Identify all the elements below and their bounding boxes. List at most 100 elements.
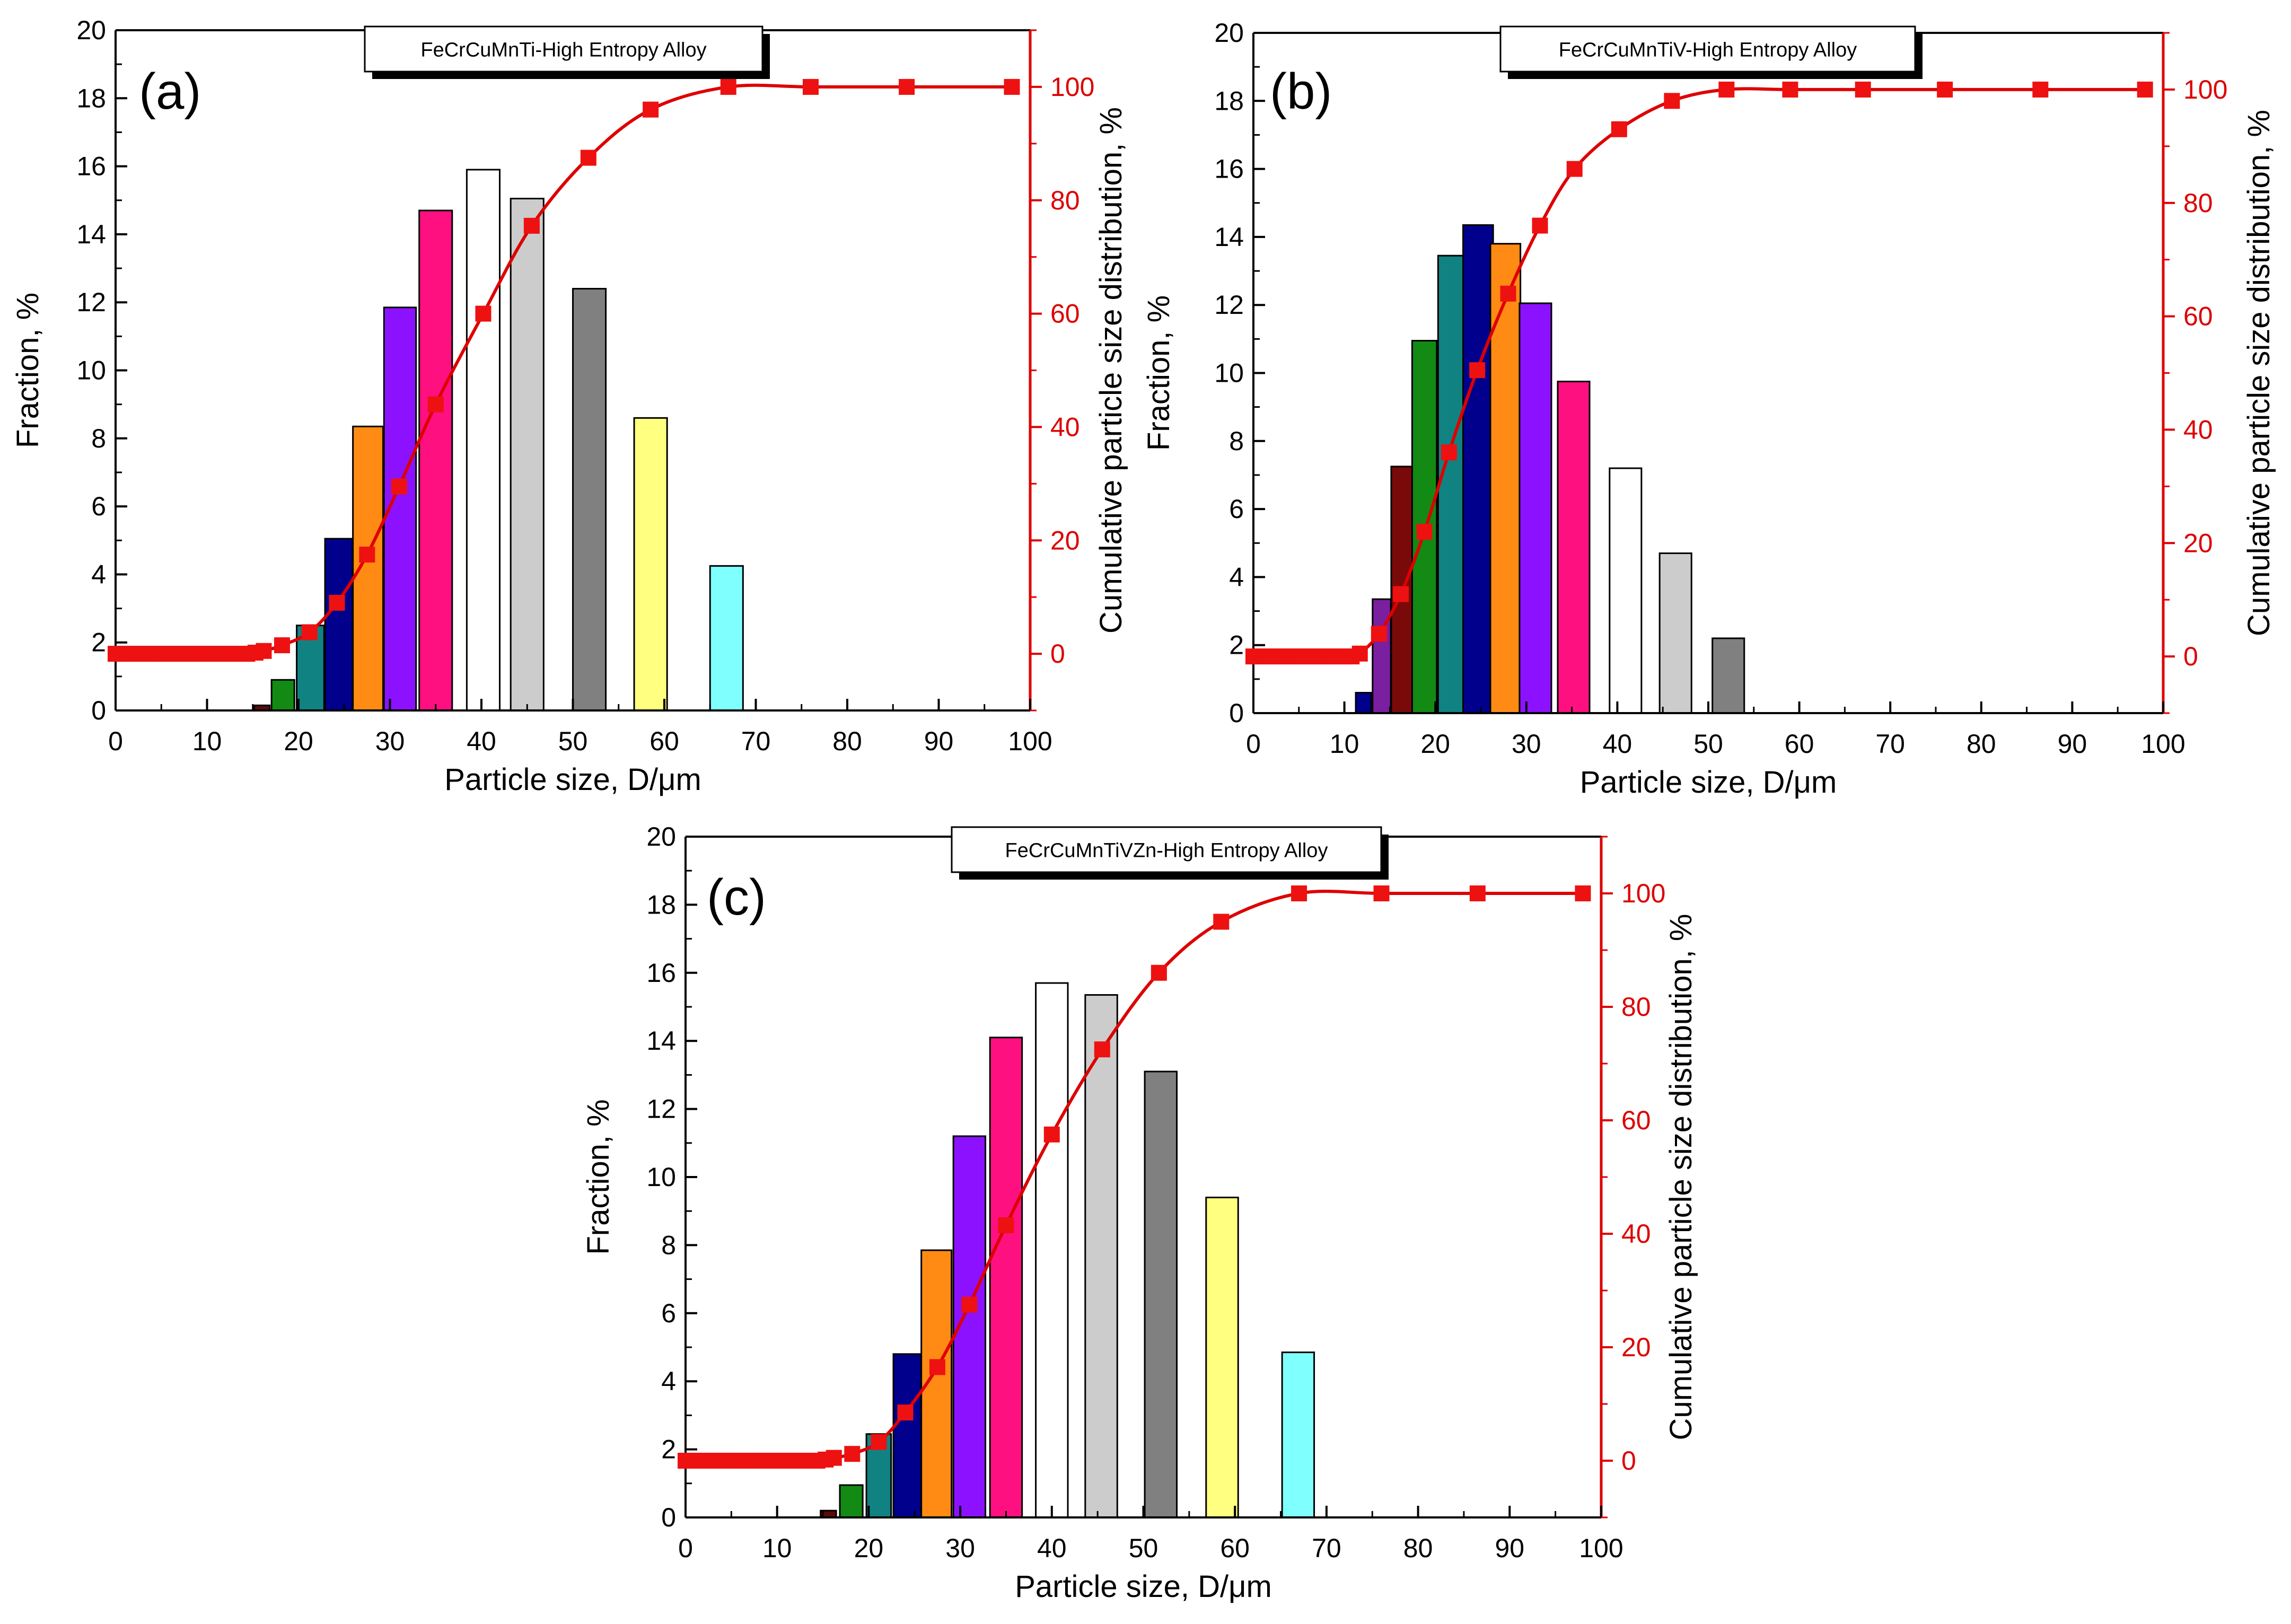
y-tick-label: 20 [646, 822, 676, 851]
x-tick-label: 40 [1037, 1533, 1067, 1563]
title-box [1499, 25, 1916, 73]
y-tick-label: 14 [1214, 222, 1244, 252]
cumulative-marker [929, 1359, 945, 1375]
y-axis-title: Fraction, % [11, 293, 45, 448]
chart-title: FeCrCuMnTiVZn-High Entropy Alloy [1005, 840, 1328, 862]
fraction-bar [839, 1484, 864, 1518]
y-tick-label: 8 [1229, 426, 1244, 456]
panel-letter: (c) [707, 869, 766, 926]
x-tick-label: 10 [762, 1533, 792, 1563]
y2-axis-title: Cumulative particle size distribution, % [1664, 914, 1698, 1441]
y2-axis-title: Cumulative particle size distribution, % [2242, 110, 2276, 636]
cumulative-marker [329, 594, 345, 611]
y2-tick-label: 80 [1621, 992, 1651, 1022]
y2-tick-label: 100 [1050, 72, 1094, 102]
panel-letter: (b) [1270, 63, 1332, 120]
x-tick-label: 80 [832, 726, 862, 756]
cumulative-marker [1611, 121, 1627, 137]
y-tick-label: 8 [661, 1230, 676, 1260]
x-tick-label: 50 [558, 726, 588, 756]
y2-tick-label: 60 [2183, 302, 2213, 331]
cumulative-marker [1500, 285, 1516, 302]
y-tick-label: 12 [646, 1094, 676, 1124]
x-tick-label: 20 [1420, 729, 1450, 759]
x-tick-label: 0 [678, 1533, 693, 1563]
fraction-bar [1205, 1197, 1239, 1518]
cumulative-marker [1004, 78, 1020, 95]
cumulative-marker [1371, 626, 1387, 642]
y-tick-label: 6 [91, 491, 106, 521]
y2-tick-label: 100 [2183, 75, 2227, 104]
cumulative-curve [1253, 87, 2145, 659]
y-tick-label: 16 [1214, 154, 1244, 184]
cumulative-marker [256, 643, 272, 659]
fraction-bar [709, 565, 744, 712]
cumulative-marker [1213, 914, 1230, 930]
y-axis-title: Fraction, % [1142, 295, 1176, 451]
x-tick-label: 100 [2141, 729, 2185, 759]
x-tick-label: 20 [854, 1533, 884, 1563]
x-tick-label: 90 [1495, 1533, 1524, 1563]
cumulative-marker [803, 78, 819, 95]
y-tick-label: 10 [646, 1162, 676, 1192]
cumulative-marker [391, 478, 407, 495]
y2-tick-label: 80 [2183, 188, 2213, 218]
cumulative-marker [2137, 81, 2153, 98]
y-tick-label: 8 [91, 424, 106, 453]
y-tick-label: 18 [1214, 86, 1244, 116]
y-tick-label: 2 [1229, 630, 1244, 660]
cumulative-marker [844, 1446, 861, 1462]
y2-tick-label: 40 [1050, 412, 1080, 442]
cumulative-marker [359, 546, 375, 563]
cumulative-marker [1373, 885, 1390, 901]
y-tick-label: 2 [661, 1435, 676, 1464]
cumulative-marker [871, 1434, 887, 1450]
y-tick-label: 0 [661, 1503, 676, 1532]
y-tick-label: 14 [76, 220, 106, 249]
chart-panel-2: 0 10 20 30 40 50 60 70 80 90 100 0 2 4 6 8 10 12 14 16 18 20 0… [1142, 18, 2276, 800]
cumulative-marker [427, 396, 444, 412]
x-tick-label: 100 [1579, 1533, 1623, 1563]
cumulative-marker [1718, 81, 1735, 98]
y-tick-label: 18 [76, 83, 106, 113]
y2-tick-label: 0 [2183, 642, 2198, 671]
cumulative-marker [1151, 964, 1167, 981]
x-tick-label: 40 [1603, 729, 1632, 759]
x-tick-label: 30 [945, 1533, 975, 1563]
x-tick-label: 40 [467, 726, 496, 756]
x-tick-label: 0 [108, 726, 123, 756]
x-axis-title: Particle size, D/μm [444, 762, 701, 797]
x-tick-label: 70 [1312, 1533, 1341, 1563]
x-tick-label: 90 [2058, 729, 2087, 759]
cumulative-marker [643, 101, 659, 118]
cumulative-marker [1469, 362, 1486, 379]
x-axis-title: Particle size, D/μm [1580, 765, 1837, 800]
y-tick-label: 20 [1214, 18, 1244, 48]
cumulative-marker [1094, 1041, 1110, 1058]
cumulative-marker [523, 217, 540, 234]
x-tick-label: 80 [1967, 729, 1996, 759]
y-axis-title: Fraction, % [581, 1099, 616, 1254]
fraction-bar [352, 425, 384, 712]
x-tick-label: 10 [192, 726, 222, 756]
fraction-bar [270, 679, 295, 712]
fraction-bar [989, 1037, 1023, 1518]
chart-panel-1: 0 10 20 30 40 50 60 70 80 90 100 0 2 4 6 8 10 12 14 16 18 20 0… [11, 15, 1128, 797]
fraction-bar [1557, 381, 1591, 714]
x-tick-label: 90 [924, 726, 954, 756]
cumulative-marker [1392, 586, 1409, 602]
x-tick-label: 10 [1330, 729, 1359, 759]
y-tick-label: 6 [1229, 494, 1244, 524]
y-tick-label: 6 [661, 1298, 676, 1328]
cumulative-marker [1566, 161, 1583, 177]
y-tick-label: 4 [661, 1366, 676, 1396]
x-tick-label: 30 [375, 726, 405, 756]
y2-tick-label: 20 [1621, 1332, 1651, 1362]
fraction-bar [1711, 637, 1745, 714]
fraction-bar [1518, 302, 1552, 714]
fraction-bar [418, 209, 453, 712]
x-tick-label: 60 [649, 726, 679, 756]
x-tick-label: 80 [1403, 1533, 1433, 1563]
cumulative-marker [274, 637, 290, 654]
y-tick-label: 18 [646, 890, 676, 919]
